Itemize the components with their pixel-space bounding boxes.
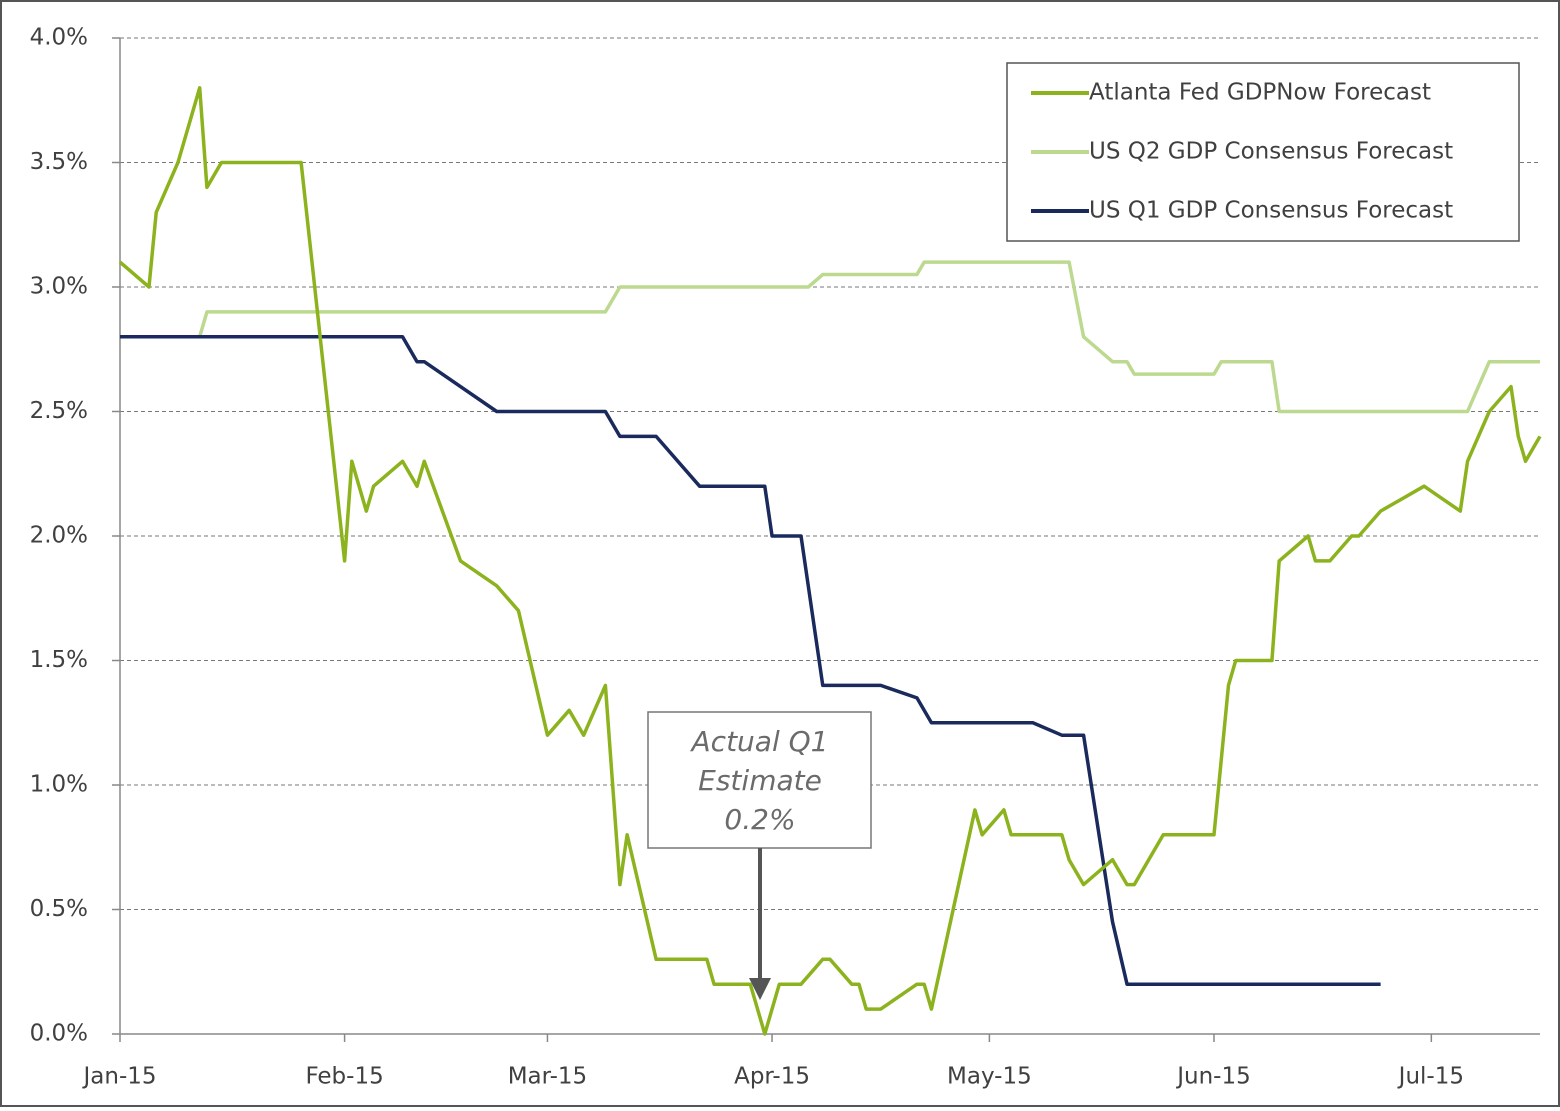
y-tick-label: 0.5% <box>30 896 88 922</box>
annotation: Actual Q1 Estimate 0.2% <box>647 711 872 1000</box>
annotation-text: Estimate <box>698 764 822 797</box>
y-tick-label: 3.0% <box>30 274 88 300</box>
x-tick-label: Feb-15 <box>305 1064 383 1090</box>
x-tick-label: Jun-15 <box>1175 1064 1251 1090</box>
legend-box <box>1006 62 1520 242</box>
legend: Atlanta Fed GDPNow Forecast US Q2 GDP Con… <box>1006 62 1520 242</box>
series-line <box>120 335 1381 986</box>
y-tick-label: 4.0% <box>30 25 88 51</box>
y-tick-label: 1.0% <box>30 772 88 798</box>
annotation-text: 0.2% <box>724 803 795 836</box>
x-tick-label: Mar-15 <box>508 1064 588 1090</box>
legend-label: US Q1 GDP Consensus Forecast <box>1089 198 1453 224</box>
y-tick-label: 0.0% <box>30 1021 88 1047</box>
y-tick-label: 3.5% <box>30 149 88 175</box>
y-tick-label: 2.5% <box>30 398 88 424</box>
x-tick-label: Jul-15 <box>1397 1064 1464 1090</box>
y-tick-label: 1.5% <box>30 647 88 673</box>
series-line <box>118 86 1542 1036</box>
annotation-arrowhead <box>749 978 771 1000</box>
annotation-box <box>647 711 872 849</box>
x-tick-label: May-15 <box>947 1064 1032 1090</box>
annotation-text: Actual Q1 <box>690 725 829 758</box>
y-tick-label: 2.0% <box>30 523 88 549</box>
lines <box>118 86 1542 1036</box>
series-line <box>198 260 1540 414</box>
x-tick-label: Apr-15 <box>734 1064 810 1090</box>
x-tick-label: Jan-15 <box>81 1064 156 1090</box>
legend-label: Atlanta Fed GDPNow Forecast <box>1089 80 1431 106</box>
legend-label: US Q2 GDP Consensus Forecast <box>1089 139 1453 165</box>
